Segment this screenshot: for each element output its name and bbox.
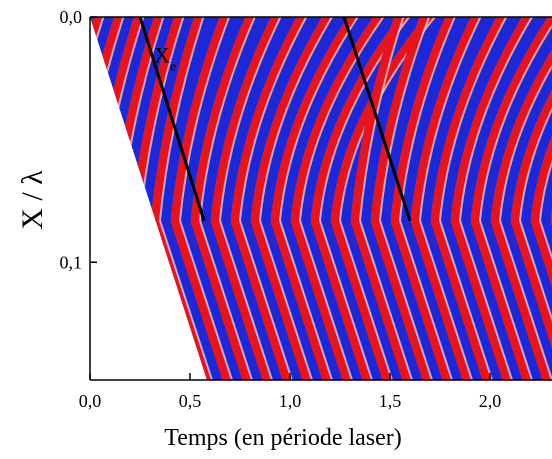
x-tick-label: 0,0 — [79, 391, 102, 411]
field-map — [0, 12, 552, 380]
stripe-edge — [60, 12, 112, 380]
annotation-subscript: e — [170, 59, 176, 74]
stripe — [55, 12, 107, 380]
x-tick-label: 0,5 — [179, 391, 202, 411]
annotation: X — [154, 42, 170, 67]
x-tick-label: 1,0 — [279, 391, 302, 411]
x-tick-label: 2,0 — [479, 391, 502, 411]
stripe-edge — [0, 12, 12, 380]
y-axis-title: X / λ — [16, 170, 49, 230]
x-tick-label: 1,5 — [379, 391, 402, 411]
y-tick-label: 0,1 — [60, 252, 83, 272]
y-tick-label: 0,0 — [60, 7, 83, 27]
stripe — [0, 12, 7, 380]
x-axis-title: Temps (en période laser) — [164, 425, 402, 451]
